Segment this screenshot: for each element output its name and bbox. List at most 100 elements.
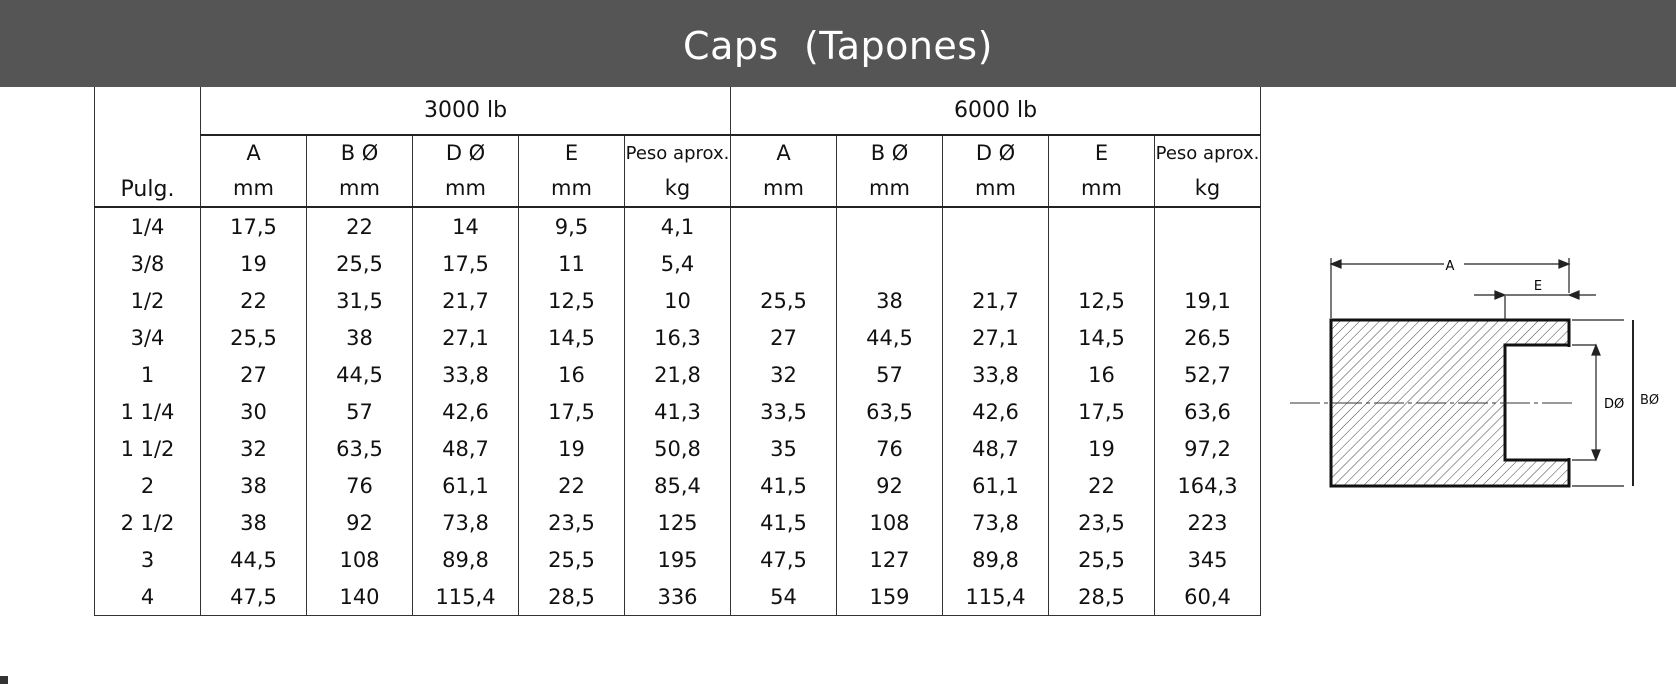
table-row: 3/8 19 25,5 17,5 11 5,4 [94, 245, 1261, 282]
value-cell: 38 [836, 282, 943, 319]
value-cell: 32 [730, 356, 837, 393]
value-cell: 14,5 [518, 319, 625, 356]
value-cell: 76 [836, 430, 943, 467]
value-cell: 22 [306, 207, 413, 245]
value-cell: 57 [306, 393, 413, 430]
value-cell: 41,5 [730, 467, 837, 504]
value-cell: 28,5 [518, 578, 625, 616]
column-unit-6000-3: mm [1048, 170, 1155, 208]
value-cell: 31,5 [306, 282, 413, 319]
table-row: 2 1/2 38 92 73,8 23,5 125 41,5 108 73,8 23,5 223 [94, 504, 1261, 541]
value-cell: 38 [200, 504, 307, 541]
value-cell: 345 [1154, 541, 1261, 578]
value-cell: 16 [518, 356, 625, 393]
column-label-6000-4: Peso aprox. [1154, 135, 1261, 170]
value-cell: 12,5 [1048, 282, 1155, 319]
value-cell: 19 [200, 245, 307, 282]
value-cell: 5,4 [624, 245, 731, 282]
value-cell: 25,5 [518, 541, 625, 578]
value-cell: 85,4 [624, 467, 731, 504]
value-cell: 63,5 [306, 430, 413, 467]
dimension-b-icon [1572, 319, 1624, 487]
value-cell [942, 207, 1049, 245]
column-label-3000-4: Peso aprox. [624, 135, 731, 170]
value-cell: 57 [836, 356, 943, 393]
value-cell: 25,5 [306, 245, 413, 282]
page-title: Caps (Tapones) [683, 24, 993, 68]
value-cell: 17,5 [412, 245, 519, 282]
value-cell: 32 [200, 430, 307, 467]
header-bar: Caps (Tapones) [0, 0, 1676, 87]
value-cell: 21,7 [412, 282, 519, 319]
value-cell: 21,7 [942, 282, 1049, 319]
column-unit-6000-2: mm [942, 170, 1049, 208]
column-unit-6000-1: mm [836, 170, 943, 208]
value-cell: 35 [730, 430, 837, 467]
dimension-b-marker [1632, 320, 1634, 486]
value-cell: 47,5 [730, 541, 837, 578]
value-cell: 140 [306, 578, 413, 616]
value-cell: 52,7 [1154, 356, 1261, 393]
column-unit-3000-2: mm [412, 170, 519, 208]
value-cell: 9,5 [518, 207, 625, 245]
dimension-a-label: A [1446, 259, 1455, 274]
value-cell: 17,5 [518, 393, 625, 430]
value-cell: 21,8 [624, 356, 731, 393]
value-cell: 50,8 [624, 430, 731, 467]
value-cell: 336 [624, 578, 731, 616]
value-cell: 22 [1048, 467, 1155, 504]
value-cell: 73,8 [412, 504, 519, 541]
value-cell [730, 245, 837, 282]
size-cell: 1/2 [94, 282, 201, 319]
value-cell: 44,5 [200, 541, 307, 578]
dimension-b-label: BØ [1640, 393, 1660, 408]
value-cell: 223 [1154, 504, 1261, 541]
value-cell: 19,1 [1154, 282, 1261, 319]
cap-diagram: A E DØ [1290, 258, 1624, 488]
value-cell: 63,6 [1154, 393, 1261, 430]
page-edge-mark [0, 676, 8, 684]
value-cell: 16 [1048, 356, 1155, 393]
group-header-3000: 3000 lb [200, 87, 731, 136]
value-cell: 92 [306, 504, 413, 541]
value-cell: 27,1 [942, 319, 1049, 356]
value-cell: 89,8 [412, 541, 519, 578]
value-cell: 10 [624, 282, 731, 319]
value-cell: 115,4 [412, 578, 519, 616]
dimension-e-label: E [1534, 279, 1542, 294]
value-cell: 25,5 [730, 282, 837, 319]
value-cell: 159 [836, 578, 943, 616]
value-cell: 33,8 [942, 356, 1049, 393]
column-label-3000-2: D Ø [412, 135, 519, 170]
value-cell: 22 [518, 467, 625, 504]
value-cell: 38 [200, 467, 307, 504]
group-header-6000: 6000 lb [730, 87, 1261, 136]
value-cell: 38 [306, 319, 413, 356]
value-cell: 17,5 [200, 207, 307, 245]
value-cell: 23,5 [518, 504, 625, 541]
value-cell: 61,1 [942, 467, 1049, 504]
value-cell: 26,5 [1154, 319, 1261, 356]
dimension-d-label: DØ [1604, 397, 1624, 412]
table-row: 2 38 76 61,1 22 85,4 41,5 92 61,1 22 164,3 [94, 467, 1261, 504]
column-unit-3000-0: mm [200, 170, 307, 208]
column-unit-3000-1: mm [306, 170, 413, 208]
column-label-6000-3: E [1048, 135, 1155, 170]
value-cell: 54 [730, 578, 837, 616]
value-cell: 115,4 [942, 578, 1049, 616]
dimension-a-icon [1329, 258, 1571, 318]
value-cell: 42,6 [942, 393, 1049, 430]
value-cell: 41,3 [624, 393, 731, 430]
column-label-3000-1: B Ø [306, 135, 413, 170]
column-unit-6000-0: mm [730, 170, 837, 208]
column-label-3000-3: E [518, 135, 625, 170]
size-cell: 1 1/2 [94, 430, 201, 467]
value-cell: 125 [624, 504, 731, 541]
column-label-6000-2: D Ø [942, 135, 1049, 170]
value-cell: 27 [200, 356, 307, 393]
column-label-6000-1: B Ø [836, 135, 943, 170]
size-cell: 4 [94, 578, 201, 616]
value-cell [1048, 207, 1155, 245]
value-cell [1048, 245, 1155, 282]
value-cell: 19 [518, 430, 625, 467]
